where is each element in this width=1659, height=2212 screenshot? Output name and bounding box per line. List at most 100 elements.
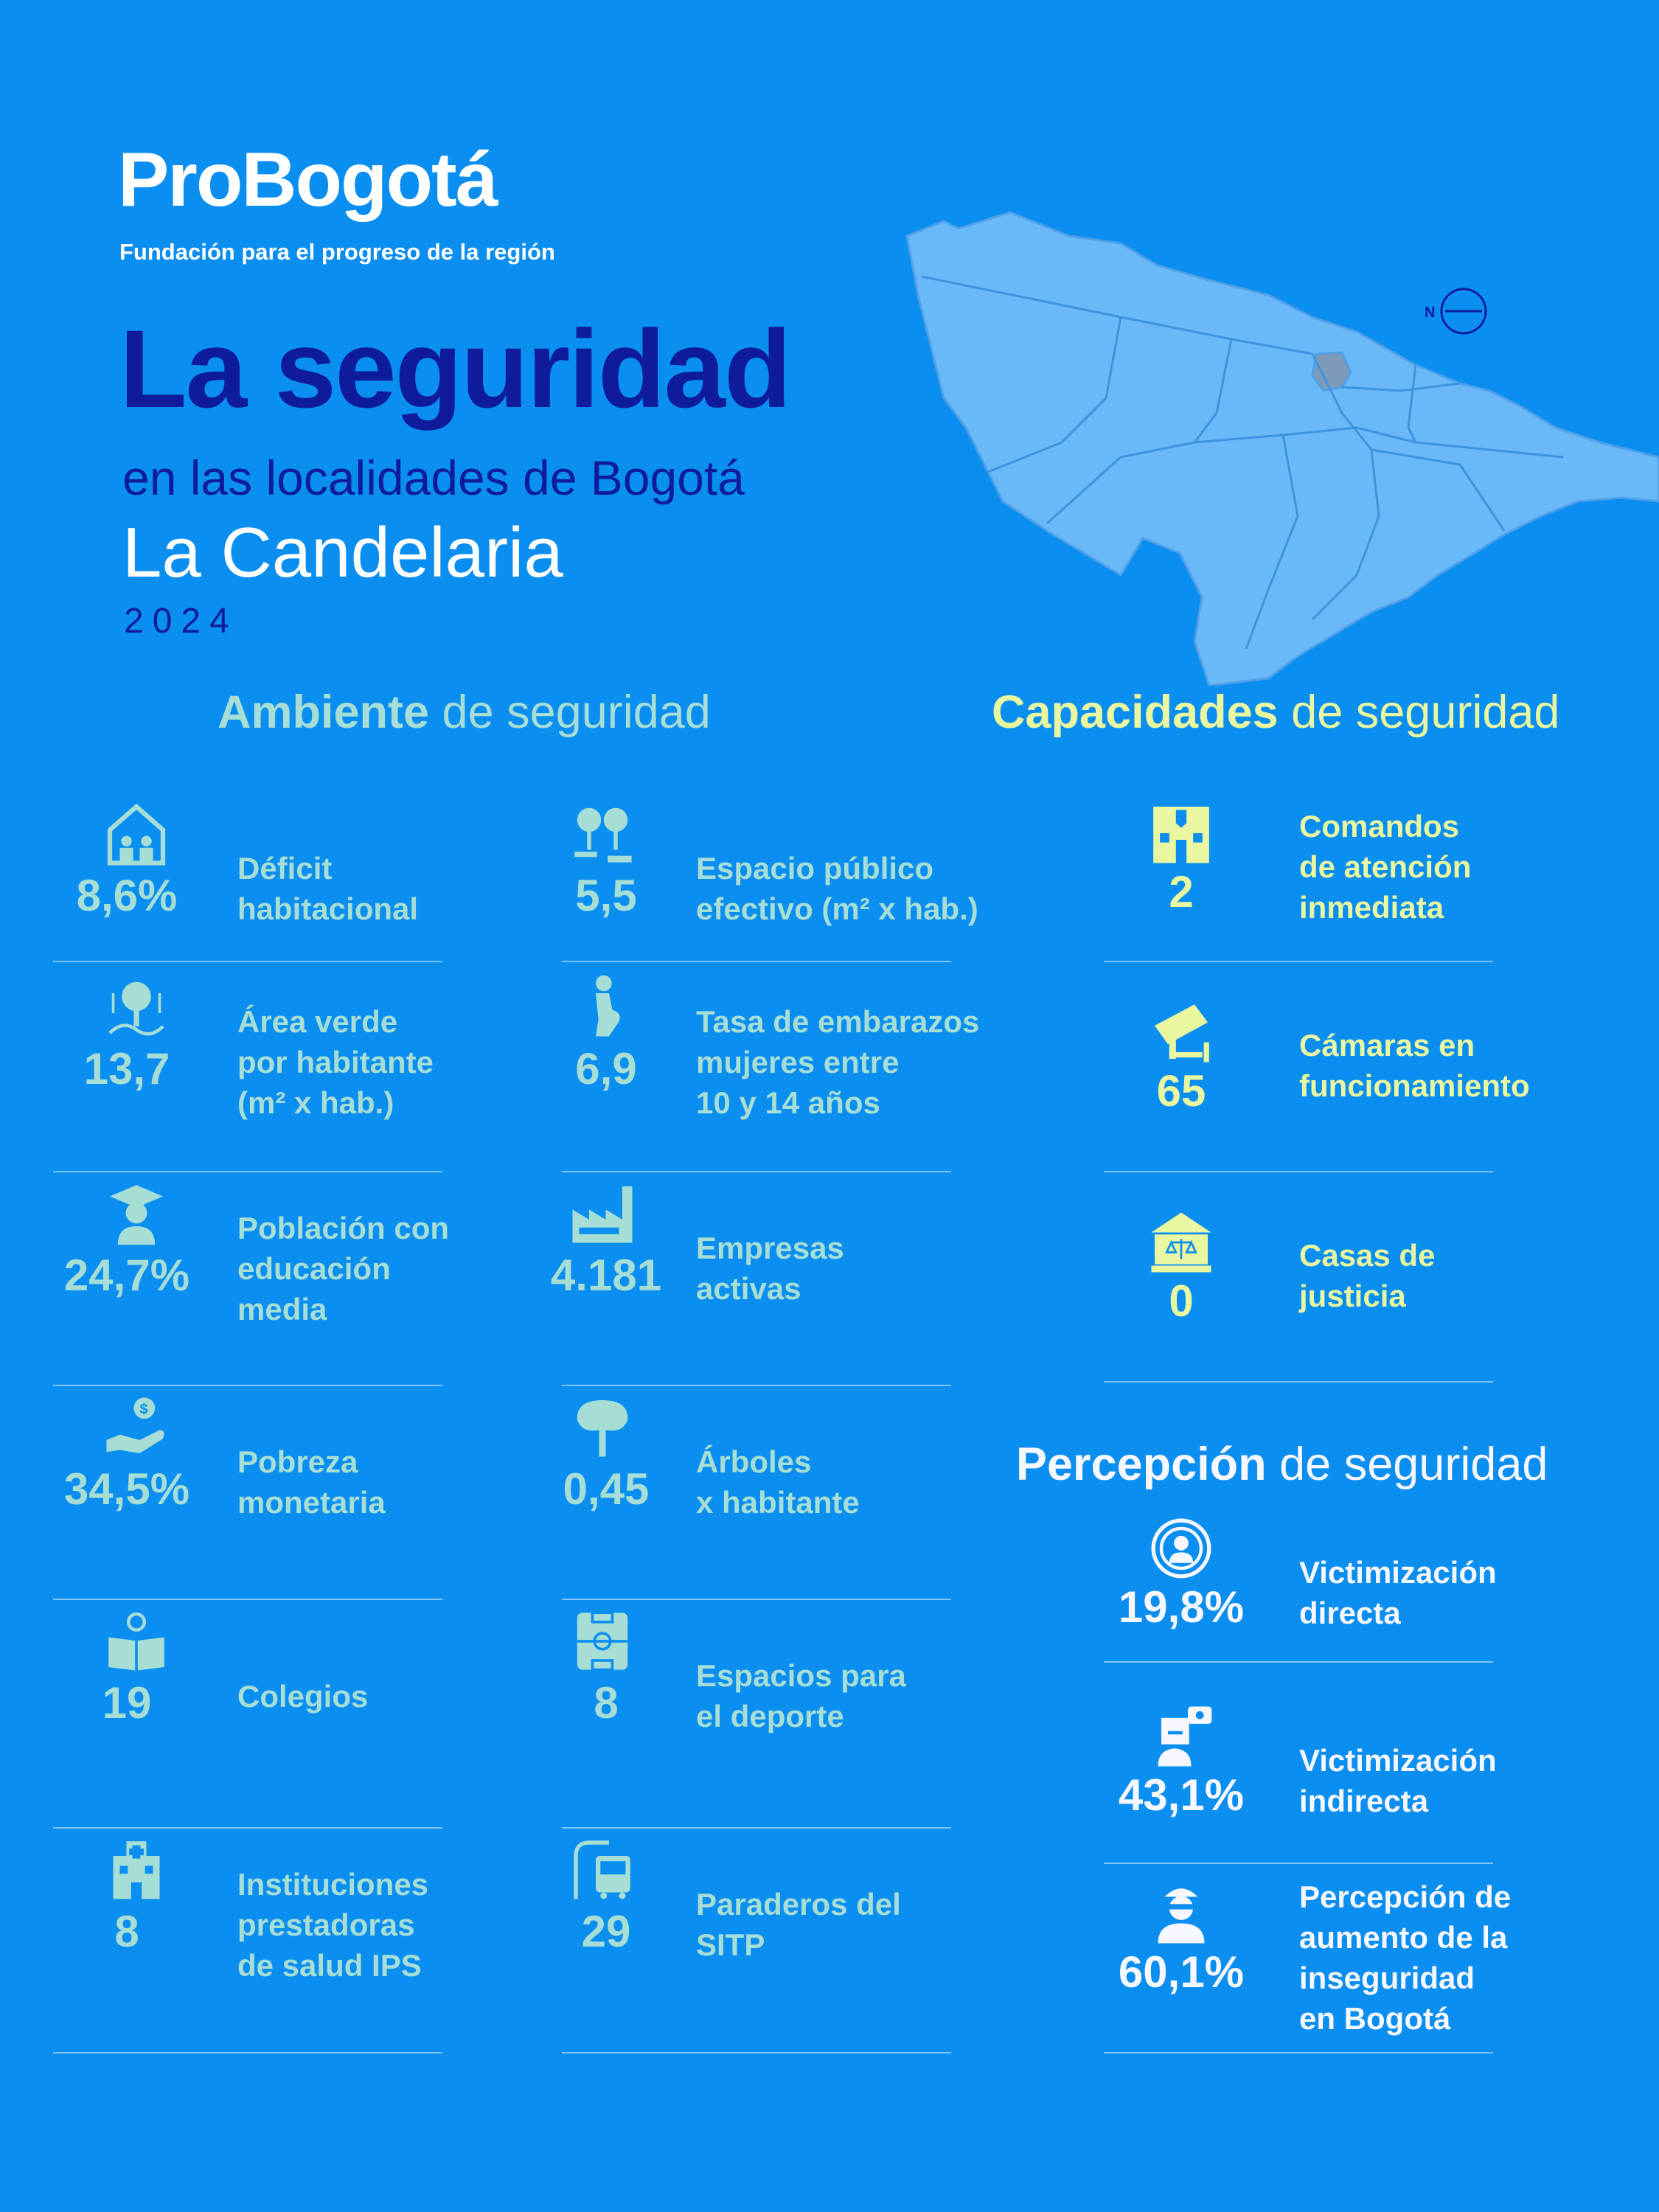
page-title: La seguridad: [119, 307, 792, 431]
divider: [1104, 1661, 1493, 1663]
brand-logo: ProBogotá: [118, 137, 498, 223]
indicator-value: 24,7%: [63, 1251, 190, 1300]
divider: [53, 1827, 442, 1829]
divider: [1104, 1863, 1493, 1864]
graduate-icon: [110, 1185, 163, 1245]
indicator-label: Victimización directa: [1299, 1555, 1497, 1630]
book-bulb-icon: [108, 1612, 164, 1671]
ambiente_left-indicator: 13,7 Área verde por habitante (m² x hab.): [53, 966, 442, 1172]
divider: [53, 1385, 442, 1386]
ambiente_left-indicator: $34,5% Pobreza monetaria: [53, 1386, 442, 1600]
indicator-value: 43,1%: [1118, 1770, 1245, 1820]
indicator-label: Cámaras en funcionamiento: [1299, 1028, 1530, 1103]
indicator-label: Victimización indirecta: [1299, 1743, 1497, 1818]
section-title-ambiente: Ambiente de seguridad: [218, 686, 711, 738]
divider: [1104, 1171, 1493, 1172]
indicator-value: 5,5: [575, 871, 637, 920]
page-subtitle: en las localidades de Bogotá: [122, 451, 745, 505]
thief-icon: [1158, 1888, 1205, 1944]
percepcion-indicator: 43,1% Victimización indirecta: [1104, 1696, 1497, 1864]
indicator-label: Población con educación media: [237, 1210, 450, 1326]
indicator-label: Tasa de embarazos mujeres entre 10 y 14 añ…: [696, 1004, 980, 1120]
indicator-label: Paraderos del SITP: [696, 1887, 901, 1962]
ambiente_right-indicator: 5,5 Espacio público efectivo (m² x hab.): [562, 793, 978, 962]
indicator-value: 34,5%: [63, 1464, 190, 1514]
indicator-label: Empresas activas: [696, 1231, 844, 1306]
divider: [562, 2052, 951, 2053]
indicator-label: Comandos de atención inmediata: [1299, 808, 1472, 925]
section-title-percepcion: Percepción de seguridad: [1016, 1439, 1548, 1490]
indicator-value: 8: [114, 1907, 139, 1956]
capacidades-indicator: 2 Comandos de atención inmediata: [1104, 793, 1493, 962]
capacidades-indicator: 0 Casas de justicia: [1104, 1202, 1493, 1382]
divider: [53, 2052, 442, 2053]
indicator-label: Percepción de aumento de la inseguridad en …: [1299, 1879, 1512, 2036]
section-title-capacidades: Capacidades de seguridad: [992, 686, 1560, 738]
ambiente_right-indicator: 29 Paraderos del SITP: [562, 1829, 951, 2053]
indicator-value: 8: [594, 1678, 619, 1728]
capacidades-indicator: 65 Cámaras en funcionamiento: [1104, 992, 1530, 1172]
indicator-label: Espacio público efectivo (m² x hab.): [696, 851, 978, 926]
ambiente_right-indicator: 6,9 Tasa de embarazos mujeres entre 10 y 14…: [562, 966, 979, 1172]
ambiente_left-indicator: 19 Colegios: [53, 1600, 442, 1829]
ambiente_right-indicator: 4.181 Empresas activas: [551, 1172, 951, 1386]
indicator-value: 8,6%: [76, 871, 178, 920]
percepcion-indicator: 60,1% Percepción de aumento de la insegurid…: [1104, 1873, 1511, 2053]
indicator-label: Instituciones prestadoras de salud IPS: [237, 1866, 429, 1983]
indicator-value: 6,9: [575, 1044, 637, 1093]
locality-name: La Candelaria: [122, 513, 563, 592]
ambiente_left-indicator: 8 Instituciones prestadoras de salud IPS: [53, 1829, 442, 2053]
bogota-map: N: [905, 211, 1659, 686]
park-icon: [574, 807, 632, 863]
divider: [53, 1599, 442, 1600]
indicator-value: 0,45: [563, 1464, 650, 1514]
divider: [53, 1171, 442, 1172]
indicator-value: 19: [102, 1678, 152, 1728]
sports-field-icon: [577, 1611, 628, 1672]
bus-stop-icon: [574, 1840, 630, 1899]
ambiente_right-indicator: 8 Espacios para el deporte: [562, 1600, 951, 1829]
indicator-value: 19,8%: [1118, 1582, 1245, 1632]
indicator-value: 60,1%: [1118, 1947, 1245, 1997]
indicator-label: Espacios para el deporte: [696, 1658, 906, 1733]
police-building-icon: [1153, 807, 1209, 863]
hand-money-icon: $: [106, 1397, 164, 1453]
indicator-value: 65: [1156, 1066, 1206, 1116]
indicator-label: Colegios: [237, 1678, 369, 1714]
divider: [562, 961, 951, 962]
indicator-value: 4.181: [550, 1251, 662, 1300]
tree-icon: [577, 1400, 628, 1457]
map-borders: [921, 275, 1564, 650]
indicator-label: Pobreza monetaria: [237, 1444, 386, 1520]
indicator-label: Árboles x habitante: [696, 1444, 860, 1520]
divider: [562, 1385, 951, 1386]
ambiente_left-indicator: 8,6% Déficit habitacional: [53, 793, 442, 962]
report-year: 2024: [124, 602, 238, 641]
ambiente_right-indicator: 0,45 Árboles x habitante: [562, 1386, 951, 1600]
divider: [562, 1599, 951, 1600]
divider: [562, 1171, 951, 1172]
justice-house-icon: [1151, 1212, 1211, 1273]
divider: [1104, 1381, 1493, 1382]
divider: [562, 1827, 951, 1829]
divider: [53, 961, 442, 962]
indicator-value: 2: [1169, 867, 1194, 917]
indicator-value: 13,7: [83, 1044, 170, 1093]
tree-area-icon: [108, 981, 164, 1036]
ambiente_left-indicator: 24,7% Población con educación media: [53, 1172, 449, 1386]
witness-icon: [1158, 1706, 1212, 1767]
pregnant-icon: [596, 975, 620, 1037]
indicator-value: 29: [581, 1907, 631, 1956]
factory-icon: [572, 1186, 633, 1243]
divider: [1104, 2052, 1493, 2053]
svg-text:$: $: [140, 1401, 148, 1417]
percepcion-indicator: 19,8% Victimización directa: [1104, 1508, 1497, 1663]
indicator-label: Casas de justicia: [1299, 1238, 1436, 1313]
indicator-label: Déficit habitacional: [237, 851, 419, 926]
map-outline: [905, 211, 1659, 686]
divider: [1104, 961, 1493, 962]
compass-label: N: [1425, 305, 1435, 321]
indicator-label: Área verde por habitante (m² x hab.): [237, 1004, 434, 1120]
indicator-value: 0: [1169, 1276, 1194, 1326]
brand-tagline: Fundación para el progreso de la región: [119, 239, 555, 265]
